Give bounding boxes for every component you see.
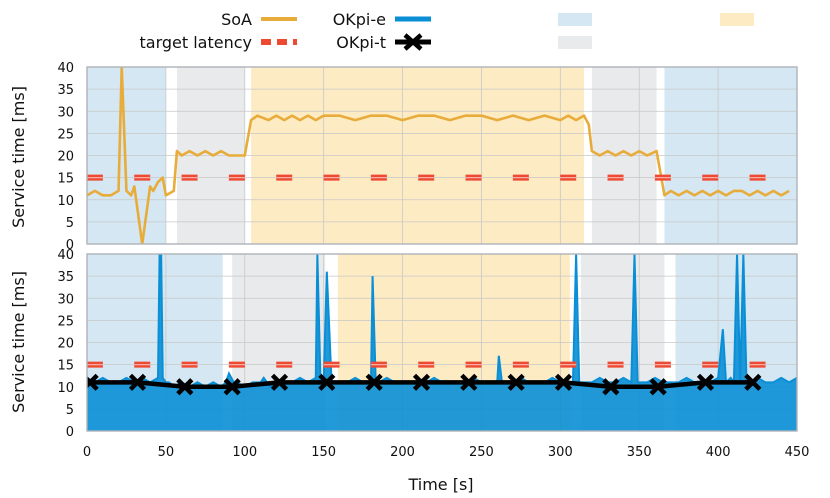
- legend-label-okpit: OKpi-t: [336, 33, 386, 52]
- x-tick-label: 150: [311, 445, 336, 460]
- y-tick-label: 5: [66, 216, 74, 231]
- y-tick-label: 35: [57, 83, 74, 98]
- y-tick-label: 25: [57, 127, 74, 142]
- okpi-t-marker: [507, 373, 525, 391]
- y-axis-label-bottom: Service time [ms]: [9, 271, 28, 413]
- top-panel: 0 5 10 15 20 25 30 35 40: [57, 61, 798, 253]
- legend-swatch-yellow-phase: [720, 13, 754, 26]
- okpi-t-marker: [176, 378, 194, 396]
- legend-label-soa: SoA: [221, 10, 252, 29]
- okpi-t-marker: [87, 373, 99, 391]
- y-tick-label: 30: [57, 292, 74, 307]
- plot-frame: [86, 253, 798, 432]
- plot-area: [87, 254, 797, 431]
- plot-area: [87, 67, 790, 244]
- okpi-t-marker: [223, 378, 241, 396]
- y-tick-label: 40: [57, 248, 74, 263]
- y-tick-label: 15: [57, 359, 74, 374]
- legend-swatch-blue-phase: [558, 13, 592, 26]
- y-tick-label: 40: [57, 61, 74, 76]
- y-axis-label-top: Service time [ms]: [9, 86, 28, 228]
- y-tick-label: 0: [66, 425, 74, 440]
- legend-swatch-okpit: [395, 33, 431, 51]
- y-tick-label: 20: [57, 337, 74, 352]
- y-tick-label: 10: [57, 381, 74, 396]
- x-tick-label: 300: [548, 445, 573, 460]
- x-tick-label: 200: [390, 445, 415, 460]
- y-tick-label: 5: [66, 403, 74, 418]
- y-tick-label: 30: [57, 105, 74, 120]
- okpi-t-marker: [649, 378, 667, 396]
- okpi-t-marker: [365, 373, 383, 391]
- okpi-t-marker: [128, 373, 147, 391]
- okpi-t-marker: [412, 373, 431, 391]
- y-tick-label: 35: [57, 270, 74, 285]
- y-tick-label: 10: [57, 194, 74, 209]
- x-tick-label: 450: [785, 445, 810, 460]
- y-tick-label: 0: [66, 238, 74, 253]
- okpi-t-marker: [744, 373, 762, 391]
- y-tick-label: 15: [57, 172, 74, 187]
- okpi-t-marker: [460, 373, 478, 391]
- x-tick-label: 0: [83, 445, 91, 460]
- y-tick-label: 20: [57, 150, 74, 165]
- okpi-t-marker: [554, 373, 573, 391]
- x-tick-label: 100: [232, 445, 257, 460]
- okpi-t-marker: [318, 373, 336, 391]
- legend: SoA target latency OKpi-e OKpi-t: [139, 10, 754, 52]
- y-tick-label: 25: [57, 314, 74, 329]
- x-tick-label: 250: [469, 445, 494, 460]
- okpi-t-marker: [602, 378, 620, 396]
- plot-frame: [86, 66, 798, 245]
- okpi-t-marker: [270, 373, 289, 391]
- series-line-soa: [87, 67, 790, 244]
- x-axis-label: Time [s]: [407, 475, 473, 494]
- x-tick-label: 400: [706, 445, 731, 460]
- legend-label-okpie: OKpi-e: [333, 10, 386, 29]
- x-tick-label: 350: [627, 445, 652, 460]
- okpi-t-marker: [696, 373, 715, 391]
- x-tick-label: 50: [158, 445, 175, 460]
- legend-label-target: target latency: [139, 33, 252, 52]
- legend-swatch-gray-phase: [558, 36, 592, 49]
